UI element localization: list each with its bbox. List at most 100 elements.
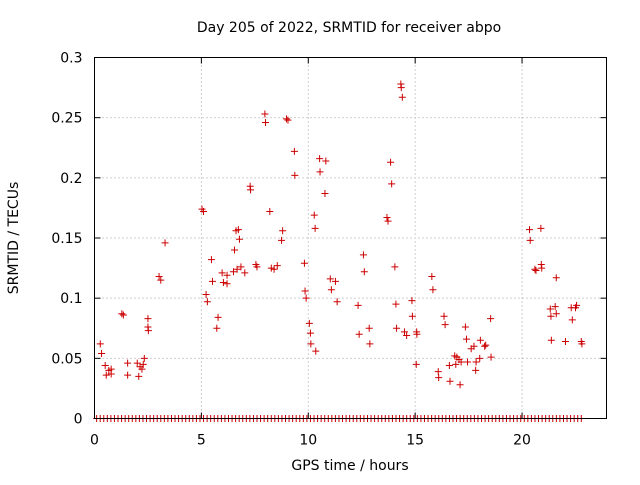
data-point [316,168,324,176]
data-point [429,286,437,294]
data-point [135,372,143,380]
data-point [124,359,132,367]
data-point [133,359,141,367]
data-point [279,227,287,235]
data-point [207,256,215,264]
grid-layer [94,57,607,419]
data-point [101,362,109,370]
data-point [365,324,373,332]
data-point [235,235,243,243]
data-point [435,374,443,382]
data-point [392,300,400,308]
data-point [161,239,169,247]
data-point [118,310,126,318]
data-point [266,208,274,216]
data-point [355,330,363,338]
data-point [273,262,281,270]
x-tick-label: 20 [513,433,531,449]
data-point [312,347,320,355]
data-point [391,263,399,271]
x-tick-label: 15 [406,433,424,449]
data-point [552,310,560,318]
data-point [413,330,421,338]
x-tick-labels: 0 5 10 15 20 [90,433,531,449]
data-point [393,324,401,332]
data-point [446,377,454,385]
data-point [456,381,464,389]
x-axis-label: GPS time / hours [291,458,408,474]
data-point [472,358,480,366]
data-point [124,371,132,379]
chart-title: Day 205 of 2022, SRMTID for receiver abp… [197,20,501,36]
data-point [98,350,106,358]
data-point [387,158,395,166]
data-point [531,265,539,273]
data-point [262,118,270,126]
data-point [547,336,555,344]
data-point [311,224,319,232]
data-point [452,360,460,368]
data-point [476,354,484,362]
x-tick-label: 10 [299,433,317,449]
data-point [462,335,470,343]
data-point [397,84,405,92]
points-layer [93,80,586,422]
data-point [412,360,420,368]
data-point [253,263,261,271]
data-point [322,157,330,165]
data-point [247,186,255,194]
data-point [408,297,416,305]
data-point [526,236,534,244]
y-tick-label: 0 [74,412,83,428]
data-point [445,362,453,370]
y-tick-labels: 0 0.05 0.1 0.15 0.2 0.25 0.3 [51,51,82,428]
data-point [234,226,242,234]
data-point [307,340,315,348]
data-point [333,298,341,306]
data-point [213,324,221,332]
data-point [547,312,555,320]
data-point [203,298,211,306]
x-tick-label: 0 [90,433,99,449]
data-point [551,303,559,311]
data-point [326,275,334,283]
data-point [403,331,411,339]
data-point [209,277,217,285]
data-point [578,340,586,348]
data-point [526,226,534,234]
data-point [383,214,391,222]
data-point [400,328,408,336]
data-point [441,321,449,329]
data-point [327,286,335,294]
y-tick-label: 0.2 [60,171,82,187]
data-point [270,265,278,273]
data-point [223,280,231,288]
data-point [223,271,231,279]
data-point [440,312,448,320]
data-point [305,319,313,327]
data-point [278,236,286,244]
data-point [102,371,110,379]
data-point [200,208,208,216]
data-point [316,155,324,163]
data-point [237,263,245,271]
y-tick-label: 0.05 [51,351,82,367]
data-point [470,342,478,350]
data-point [552,274,560,282]
data-point [138,365,146,373]
data-point [231,246,239,254]
data-point [229,268,237,276]
data-point [487,315,495,323]
data-point [306,329,314,337]
y-tick-label: 0.3 [60,51,82,67]
data-point [482,341,490,349]
data-point [119,311,127,319]
y-tick-label: 0.1 [60,291,82,307]
data-point [155,273,163,281]
data-point [538,264,546,272]
data-point [532,266,540,274]
data-point [481,342,489,350]
data-point [301,287,309,295]
